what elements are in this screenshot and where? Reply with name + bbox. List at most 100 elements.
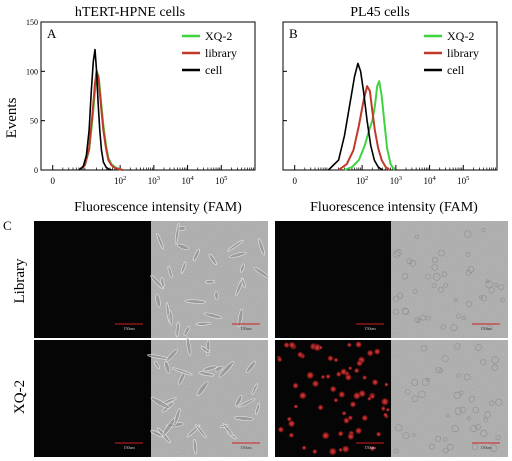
- cell-outline: [418, 390, 426, 399]
- cell-outline: [431, 283, 437, 289]
- cell-outline: [443, 437, 448, 442]
- fluorescent-cell: [349, 400, 357, 408]
- legend-label: library: [205, 46, 237, 60]
- cell-outline: [435, 366, 442, 374]
- x-tick-label: 103: [148, 175, 160, 186]
- cell-outline: [245, 360, 257, 374]
- cell-outline: [405, 389, 411, 395]
- cell-outline: [456, 373, 461, 378]
- scale-bar-label: 150um: [364, 326, 376, 331]
- fluorescent-cell: [318, 345, 323, 350]
- cell-outline: [421, 378, 430, 386]
- fluorescent-cell: [354, 340, 363, 349]
- micrograph-library-1: 150um: [34, 221, 151, 338]
- cell-outline: [241, 277, 246, 288]
- fluorescent-cell: [346, 432, 355, 441]
- legend-label: cell: [447, 63, 465, 77]
- fluorescent-cell: [346, 342, 352, 348]
- cell-outline: [453, 297, 458, 302]
- cell-outline: [154, 360, 160, 369]
- cell-outline: [196, 381, 209, 397]
- cell-outline: [175, 321, 180, 338]
- fluorescent-cell: [317, 404, 324, 411]
- cell-outline: [475, 344, 482, 351]
- cell-outline: [393, 448, 399, 454]
- cell-outline: [395, 424, 403, 432]
- panel-a-legend: XQ-2 library cell: [182, 29, 237, 77]
- cell-outline: [483, 417, 489, 423]
- fluorescent-cell: [338, 390, 346, 399]
- cell-outline: [432, 273, 441, 281]
- brightfield-image: [391, 340, 508, 457]
- cell-outline: [235, 394, 243, 407]
- cell-outline: [465, 252, 471, 258]
- cell-outline: [459, 390, 464, 395]
- cell-outline: [435, 435, 442, 442]
- fluorescent-cell: [367, 396, 372, 402]
- row-label-library: Library: [12, 258, 28, 303]
- cell-outline: [425, 377, 430, 382]
- cell-outline: [218, 361, 235, 378]
- fluorescent-cell: [341, 445, 350, 454]
- cell-outline: [424, 273, 431, 280]
- y-tick-label: 150: [26, 18, 38, 27]
- y-axis-label: Events: [4, 97, 20, 138]
- micrograph-library-3: 150um: [275, 221, 392, 338]
- fluorescent-cell: [283, 341, 290, 349]
- x-tick-label: 105: [215, 175, 227, 186]
- panel-b-legend: XQ-2 library cell: [424, 29, 479, 77]
- cell-outline: [203, 365, 217, 372]
- legend-label: library: [447, 46, 479, 60]
- series-line-xq-2: [344, 80, 396, 171]
- fluorescent-cell: [321, 431, 331, 440]
- y-tick-label: 100: [26, 67, 38, 76]
- legend-label: XQ-2: [205, 29, 232, 43]
- fluorescent-cell: [328, 447, 338, 456]
- cell-outline: [454, 343, 461, 350]
- cell-outline: [195, 321, 211, 326]
- panel-a-series: [78, 48, 124, 171]
- fluorescent-cell: [288, 432, 295, 439]
- cell-outline: [491, 364, 498, 371]
- cell-outline: [472, 406, 479, 414]
- panel-b-label: B: [289, 26, 298, 41]
- fluorescent-cell: [362, 375, 368, 381]
- cell-outline: [445, 413, 450, 418]
- x-tick-label: 103: [390, 175, 402, 186]
- micrograph-xq-2-1: 150um: [34, 340, 151, 457]
- cell-outline: [393, 295, 400, 302]
- cell-outline: [402, 432, 410, 440]
- micrograph-library-2: 150um: [150, 221, 269, 338]
- cell-outline: [429, 443, 435, 450]
- fluorescent-cell: [333, 397, 339, 403]
- panel-a-title: hTERT-HPNE cells: [75, 5, 185, 20]
- fluorescence-image: [275, 221, 392, 338]
- cell-outline: [468, 395, 476, 403]
- fluorescent-cell: [277, 356, 283, 363]
- fluorescent-cell: [342, 417, 350, 425]
- fluorescent-cell: [287, 419, 296, 428]
- x-tick-label: 104: [181, 175, 194, 186]
- cell-outline: [238, 398, 256, 408]
- fluorescent-cell: [298, 391, 307, 400]
- fluorescent-cell: [333, 357, 339, 363]
- cell-outline: [150, 397, 170, 409]
- cell-outline: [155, 293, 161, 308]
- cell-outline: [420, 345, 428, 352]
- cell-outline: [171, 367, 193, 376]
- cell-outline: [198, 371, 215, 377]
- cell-outline: [395, 248, 402, 256]
- fluorescent-cell: [369, 445, 376, 452]
- scale-bar-label: 150um: [480, 445, 492, 450]
- cell-outline: [494, 283, 499, 288]
- legend-label: cell: [205, 63, 223, 77]
- cell-outline: [431, 256, 438, 263]
- fluorescent-cell: [312, 448, 318, 455]
- cell-outline: [208, 253, 217, 265]
- micrograph-xq-2-3: 150um: [275, 340, 392, 457]
- fluorescent-cell: [382, 412, 389, 418]
- cell-outline: [174, 222, 180, 245]
- scale-bar-label: 150um: [364, 445, 376, 450]
- y-tick-label: 50: [30, 117, 38, 126]
